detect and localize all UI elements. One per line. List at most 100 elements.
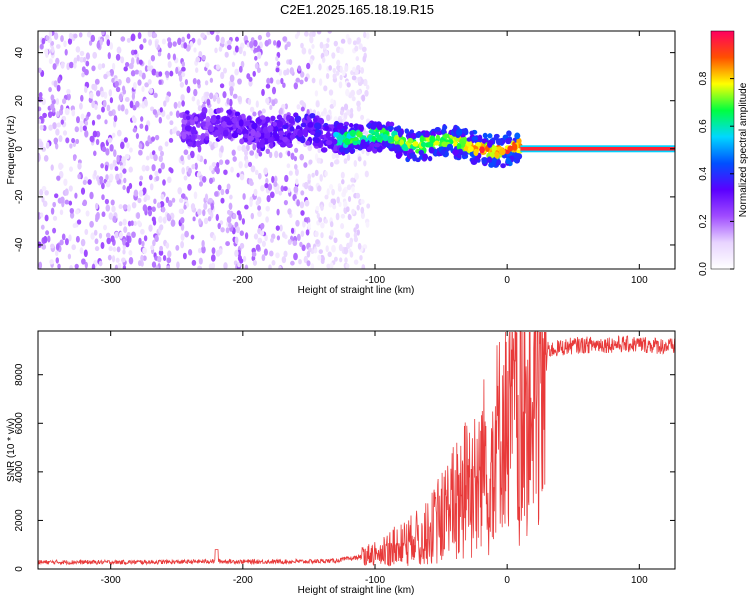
heatmap-cell	[338, 244, 343, 252]
heatmap-cell	[401, 143, 408, 151]
heatmap-cell	[352, 40, 357, 46]
heatmap-cell	[399, 139, 405, 146]
heatmap-cell	[196, 153, 201, 161]
heatmap-cell	[201, 240, 205, 248]
heatmap-cell	[252, 259, 257, 266]
heatmap-cell	[50, 243, 55, 249]
heatmap-cell	[261, 88, 265, 97]
heatmap-cell	[77, 162, 82, 170]
heatmap-cell	[271, 86, 277, 95]
heatmap-cell	[101, 63, 106, 69]
heatmap-cell	[393, 134, 400, 142]
heatmap-cell	[461, 151, 469, 157]
heatmap-cell	[351, 96, 356, 102]
heatmap-cell	[163, 100, 167, 107]
heatmap-cell	[138, 143, 143, 149]
heatmap-cell	[276, 40, 282, 48]
heatmap-cell	[175, 66, 179, 75]
heatmap-cell	[365, 221, 370, 228]
heatmap-cell	[59, 209, 64, 216]
heatmap-cell	[479, 146, 485, 154]
heatmap-cell	[94, 78, 100, 85]
heatmap-xtick-label: 100	[631, 275, 648, 286]
heatmap-ylabel: Frequency (Hz)	[6, 116, 17, 185]
heatmap-cell	[152, 109, 158, 116]
heatmap-cell	[294, 147, 299, 153]
heatmap-cell	[290, 227, 295, 234]
heatmap-cell	[143, 196, 147, 203]
heatmap-cell	[386, 135, 394, 143]
heatmap-cell	[76, 219, 82, 225]
heatmap-cell	[324, 194, 329, 200]
heatmap-cell	[60, 119, 64, 125]
heatmap-cell	[346, 109, 351, 116]
heatmap-cell	[231, 81, 235, 87]
heatmap-cell	[336, 123, 344, 130]
heatmap-cell	[314, 169, 319, 177]
heatmap-cell	[93, 150, 97, 157]
heatmap-cell	[48, 58, 53, 65]
heatmap-cell	[80, 94, 84, 102]
colorbar-tick-label: 0.6	[698, 119, 709, 133]
heatmap-cell	[108, 110, 114, 117]
heatmap-cell	[115, 86, 121, 93]
heatmap-cell	[340, 213, 346, 219]
heatmap-cell	[79, 50, 85, 57]
heatmap-cell	[148, 87, 154, 94]
heatmap-cell	[107, 254, 112, 261]
heatmap-cell	[296, 104, 301, 110]
heatmap-cell	[337, 185, 342, 192]
heatmap-cell	[239, 242, 245, 249]
heatmap-cell	[505, 137, 512, 145]
heatmap-cell	[256, 67, 261, 74]
heatmap-cell	[47, 111, 53, 118]
heatmap-cell	[135, 132, 140, 140]
heatmap-cell	[113, 115, 118, 123]
heatmap-cell	[158, 71, 163, 77]
heatmap-cell	[93, 169, 97, 177]
heatmap-cell	[118, 93, 123, 101]
heatmap-cell	[283, 199, 288, 206]
heatmap-xtick-label: -100	[365, 275, 385, 286]
heatmap-cell	[226, 183, 231, 190]
heatmap-cell	[142, 255, 147, 262]
heatmap-cell	[333, 256, 338, 262]
heatmap-cell	[210, 144, 215, 151]
heatmap-cell	[373, 142, 381, 148]
heatmap-cell	[299, 153, 305, 161]
heatmap-cell	[356, 37, 360, 45]
heatmap-cell	[108, 246, 113, 252]
heatmap-cell	[166, 212, 171, 219]
heatmap-cell	[514, 152, 521, 159]
heatmap-cell	[259, 138, 266, 145]
heatmap-cell	[252, 143, 257, 151]
heatmap-cell	[343, 158, 348, 164]
heatmap-cell	[73, 57, 78, 65]
heatmap-cell	[281, 104, 286, 109]
heatmap-cell	[359, 124, 364, 133]
heatmap-cell	[214, 47, 218, 54]
heatmap-cell	[317, 185, 322, 192]
heatmap-cell	[339, 110, 344, 116]
heatmap-cell	[411, 132, 417, 139]
heatmap-cell	[107, 137, 113, 143]
heatmap-cell	[247, 98, 252, 106]
heatmap-cell	[183, 175, 188, 181]
heatmap-cell	[56, 175, 61, 181]
heatmap-cell	[236, 210, 241, 216]
heatmap-cell	[466, 137, 472, 142]
heatmap-cell	[166, 257, 172, 264]
heatmap-cell	[309, 113, 316, 119]
heatmap-cell	[177, 37, 182, 46]
heatmap-cell	[265, 205, 270, 212]
heatmap-cell	[79, 247, 84, 254]
heatmap-cell	[265, 83, 271, 89]
heatmap-cell	[117, 262, 122, 269]
heatmap-cell	[300, 71, 305, 78]
heatmap-cell	[348, 123, 354, 128]
heatmap-cell	[509, 155, 515, 161]
heatmap-cell	[275, 120, 282, 127]
heatmap-cell	[124, 153, 130, 160]
heatmap-cell	[114, 166, 119, 172]
heatmap-cell	[165, 114, 171, 120]
